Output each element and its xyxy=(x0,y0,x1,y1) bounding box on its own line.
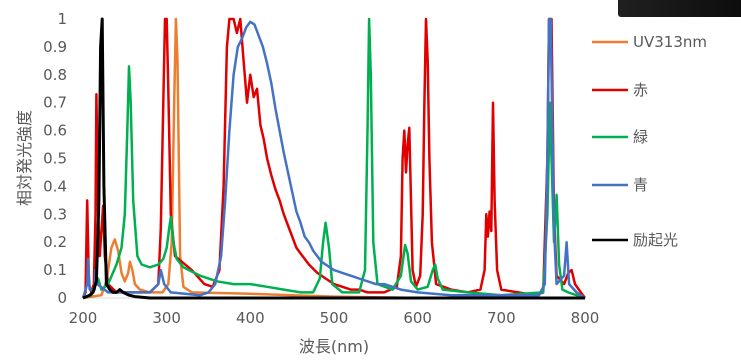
legend-label: UV313nm xyxy=(633,33,707,51)
y-axis-title: 相対発光強度 xyxy=(15,110,34,206)
x-tick-label: 600 xyxy=(403,309,432,327)
legend-label: 緑 xyxy=(633,128,648,146)
x-tick-label: 300 xyxy=(152,309,181,327)
y-tick-label: 0 xyxy=(57,289,67,307)
y-axis-ticks: 0 0.1 0.2 0.3 0.4 0.5 0.6 0.7 0.8 0.9 1 xyxy=(43,10,67,307)
y-tick-label: 0.5 xyxy=(43,150,67,168)
series-line-4 xyxy=(82,17,585,300)
x-tick-label: 500 xyxy=(320,309,349,327)
y-tick-label: 0.6 xyxy=(43,122,67,140)
x-tick-label: 800 xyxy=(571,309,600,327)
y-tick-label: 0.8 xyxy=(43,66,67,84)
y-tick-label: 0.4 xyxy=(43,177,67,195)
y-tick-label: 1 xyxy=(57,10,67,28)
series-line-0 xyxy=(82,17,418,300)
legend-label: 青 xyxy=(633,176,648,194)
legend-label: 励起光 xyxy=(633,231,678,249)
x-axis-ticks: 200 300 400 500 600 700 800 xyxy=(69,309,600,327)
x-tick-label: 700 xyxy=(487,309,516,327)
y-tick-label: 0.1 xyxy=(43,261,67,279)
series-line-2 xyxy=(82,17,586,300)
y-tick-label: 0.3 xyxy=(43,205,67,223)
y-tick-label: 0.7 xyxy=(43,94,67,112)
series-layer xyxy=(81,17,586,300)
photo-corner xyxy=(618,0,741,17)
series-line-3 xyxy=(81,17,586,300)
y-tick-label: 0.2 xyxy=(43,233,67,251)
y-tick-label: 0.9 xyxy=(43,38,67,56)
x-tick-label: 200 xyxy=(69,309,98,327)
legend-label: 赤 xyxy=(633,81,648,99)
series-line-1 xyxy=(81,17,586,299)
x-tick-label: 400 xyxy=(236,309,265,327)
x-axis-title: 波長(nm) xyxy=(299,337,369,356)
